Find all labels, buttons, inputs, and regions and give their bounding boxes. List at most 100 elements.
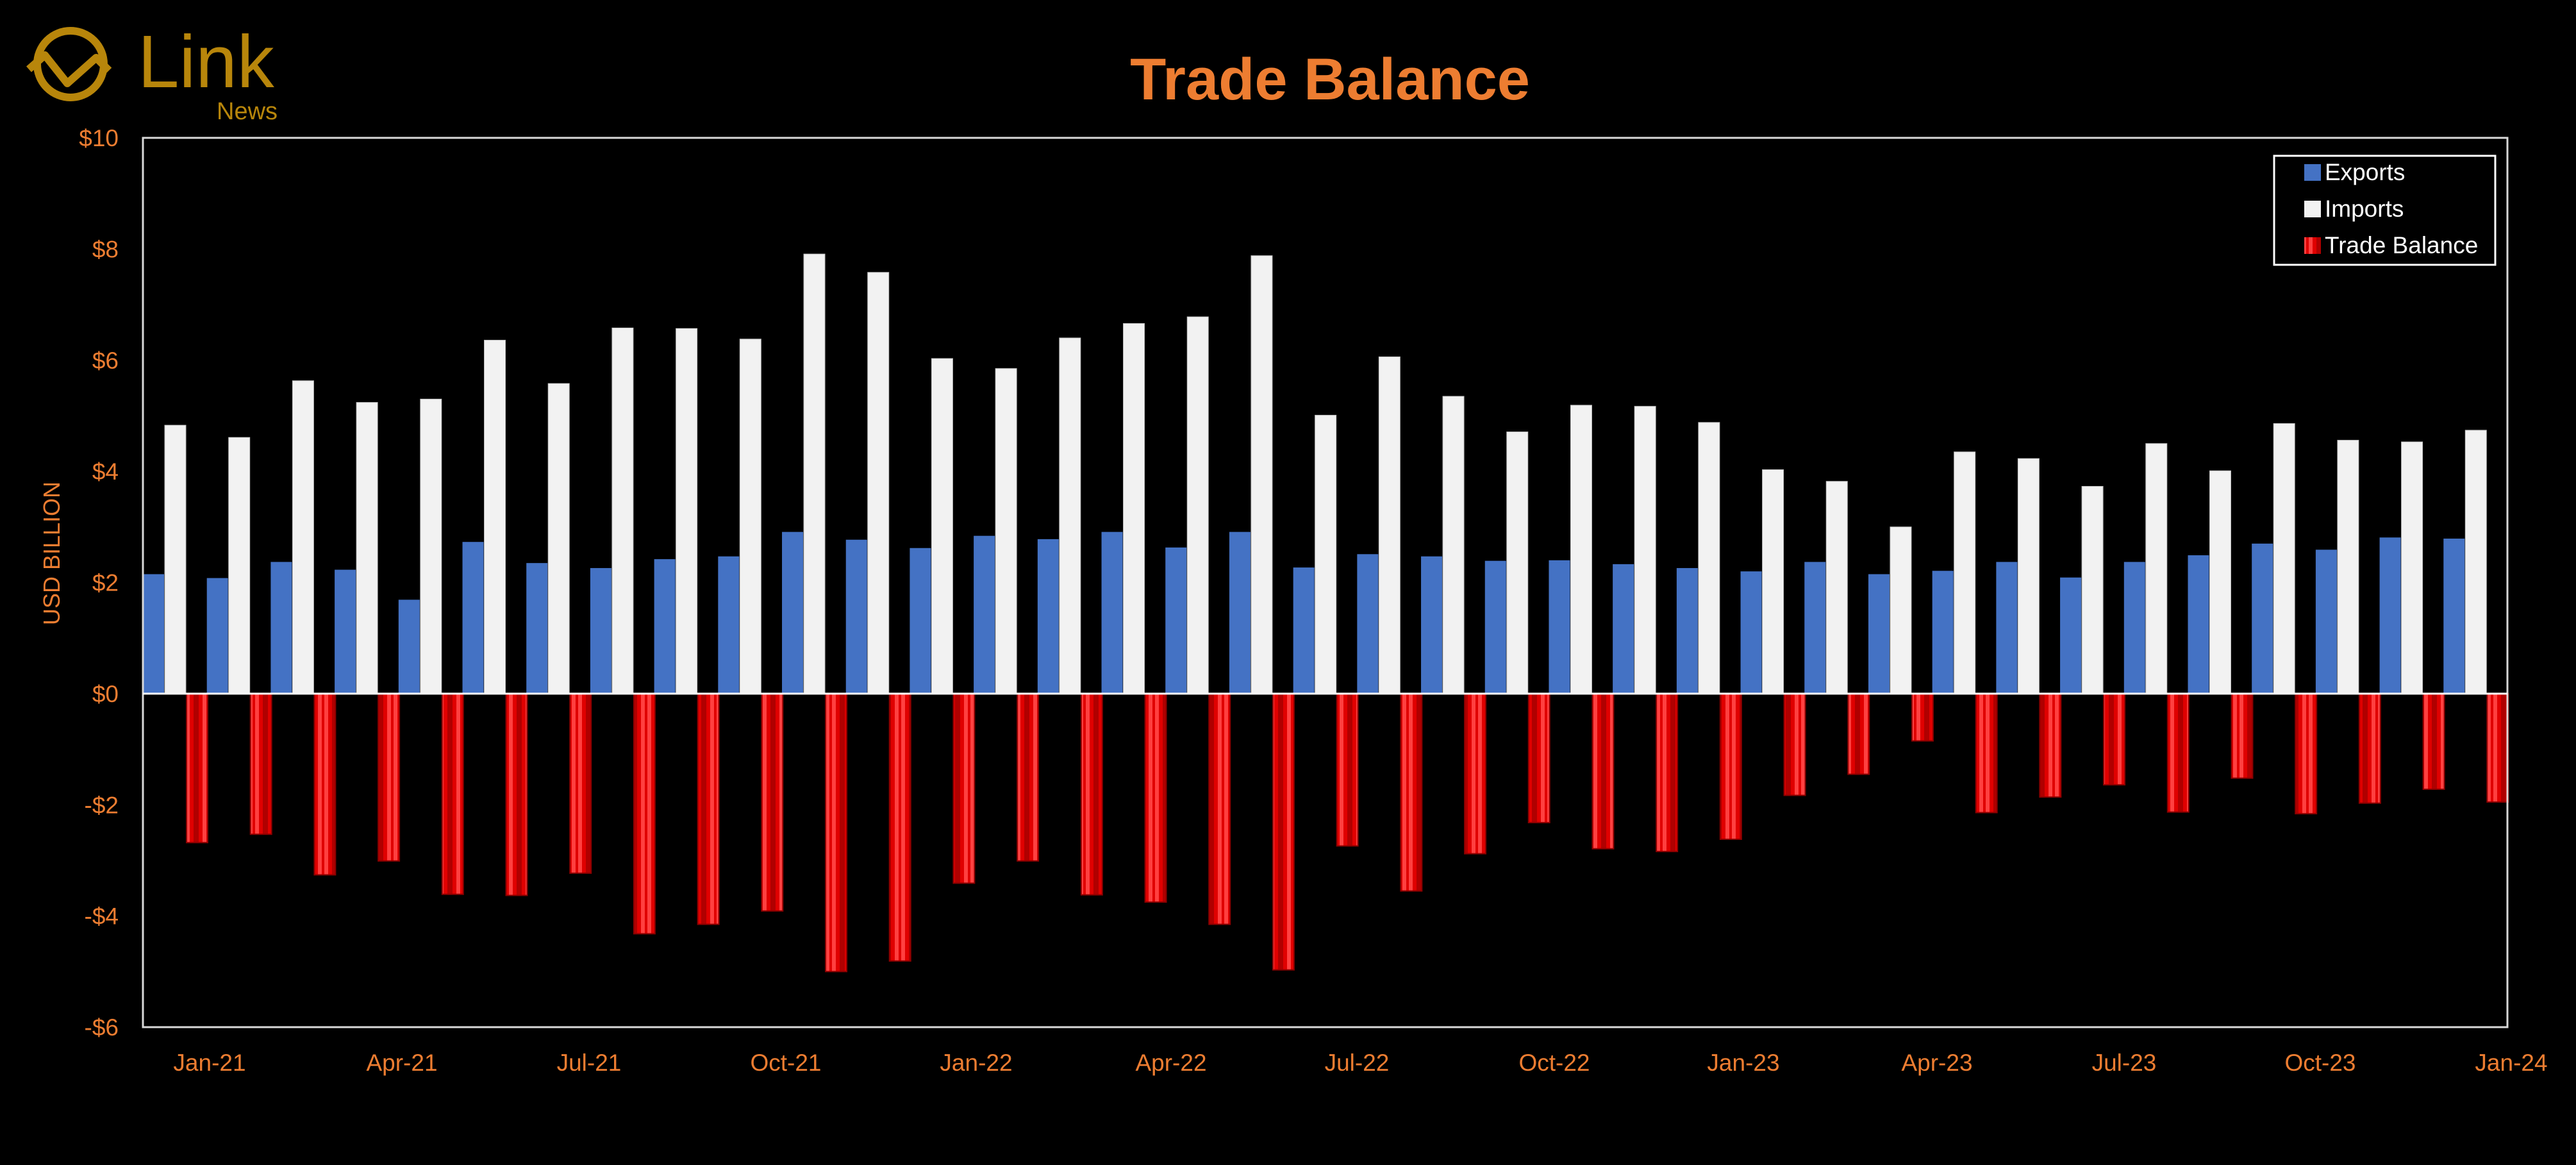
x-tick-label: Apr-23	[1901, 1050, 1972, 1076]
trade-balance-bar	[186, 692, 208, 844]
imports-bar	[1251, 255, 1273, 694]
trade-balance-bar	[2295, 692, 2318, 815]
exports-bar	[1868, 574, 1890, 694]
trade-balance-bar	[2231, 692, 2254, 779]
x-tick-label: Jan-21	[173, 1050, 245, 1076]
trade-balance-bar	[1464, 692, 1487, 855]
imports-bar	[2209, 470, 2231, 694]
exports-bar	[1484, 560, 1506, 694]
exports-bar	[526, 563, 548, 694]
exports-bar	[1165, 547, 1187, 694]
plot-area-frame	[142, 137, 2509, 1028]
trade-balance-bar	[1591, 692, 1615, 850]
y-tick-label: -$2	[85, 792, 119, 818]
y-tick-label: $6	[92, 348, 119, 374]
imports-bar	[1442, 396, 1465, 694]
legend-label-imports: Imports	[2325, 196, 2404, 222]
exports-bar	[335, 569, 356, 694]
logo-sub-text: News	[217, 98, 278, 125]
y-tick-label: $0	[92, 681, 119, 707]
x-tick-label: Jan-23	[1707, 1050, 1779, 1076]
x-tick-label: Jan-22	[940, 1050, 1012, 1076]
legend-swatch-exports	[2304, 164, 2321, 181]
imports-bar	[420, 398, 442, 694]
imports-bar	[2337, 440, 2359, 694]
trade-balance-bar	[1144, 692, 1167, 903]
y-tick-label: -$6	[85, 1014, 119, 1041]
exports-bar	[1740, 571, 1762, 694]
linknews-logo: Link News	[26, 20, 278, 125]
imports-bar	[2273, 423, 2295, 694]
imports-bar	[676, 328, 698, 694]
trade-balance-bar	[2486, 692, 2509, 803]
imports-bar	[2081, 486, 2104, 694]
exports-bar	[206, 578, 228, 694]
exports-bar	[1932, 571, 1954, 694]
trade-balance-bar	[2166, 692, 2190, 813]
trade-balance-bar	[1783, 692, 1806, 796]
trade-balance-bar	[249, 692, 272, 835]
trade-balance-bar	[2039, 692, 2062, 798]
trade-balance-bar	[888, 692, 911, 962]
imports-bar	[995, 368, 1017, 694]
exports-bar	[462, 542, 484, 694]
exports-bar	[1613, 564, 1634, 694]
imports-bar	[1123, 323, 1145, 694]
x-tick-label: Jul-21	[557, 1050, 622, 1076]
trade-balance-bar	[1975, 692, 1998, 814]
imports-bar	[484, 340, 506, 694]
trade-balance-bar	[505, 692, 528, 896]
legend-swatch-imports	[2304, 201, 2321, 217]
imports-bar	[356, 402, 378, 694]
exports-bar	[2443, 539, 2465, 694]
imports-bar	[2017, 458, 2040, 694]
logo-brand-text: Link	[138, 20, 275, 103]
x-tick-label: Oct-23	[2284, 1050, 2356, 1076]
exports-bar	[845, 539, 867, 694]
trade-balance-bar	[569, 692, 592, 874]
exports-bar	[1229, 532, 1251, 694]
y-axis-title: USD BILLION	[38, 482, 65, 625]
trade-balance-bar	[441, 692, 464, 895]
x-tick-label: Jan-24	[2475, 1050, 2547, 1076]
exports-bar	[590, 567, 611, 694]
exports-bar	[782, 532, 804, 694]
trade-balance-bar	[1656, 692, 1679, 853]
imports-bar	[2464, 430, 2487, 694]
exports-bar	[2188, 555, 2209, 694]
imports-bar	[1954, 451, 1976, 694]
trade-balance-bar	[2103, 692, 2126, 786]
trade-balance-bar	[1336, 692, 1359, 847]
exports-bar	[2252, 543, 2273, 694]
imports-bar	[2145, 443, 2168, 694]
exports-bar	[1549, 560, 1570, 694]
exports-bar	[1293, 567, 1315, 694]
trade-balance-bar	[1017, 692, 1040, 862]
imports-bar	[547, 383, 570, 694]
exports-bar	[2123, 562, 2145, 694]
trade-balance-bar	[1400, 692, 1423, 892]
y-tick-label: $10	[79, 125, 119, 151]
imports-bar	[164, 424, 187, 694]
imports-bar	[1506, 432, 1529, 694]
imports-bar	[1315, 415, 1337, 694]
trade-balance-bar	[1272, 692, 1295, 971]
trade-balance-bar	[952, 692, 976, 884]
exports-bar	[1357, 554, 1379, 694]
exports-bar	[1037, 539, 1059, 694]
trade-balance-bar	[1719, 692, 1742, 840]
imports-bar	[739, 339, 761, 694]
exports-bar	[1676, 567, 1698, 694]
x-tick-label: Apr-22	[1135, 1050, 1206, 1076]
exports-bar	[398, 599, 420, 694]
exports-bar	[1101, 532, 1123, 694]
imports-bar	[1890, 526, 1912, 694]
imports-bar	[1059, 337, 1081, 694]
exports-bar	[1421, 556, 1443, 694]
exports-bar	[2315, 549, 2337, 694]
x-tick-label: Jul-23	[2092, 1050, 2157, 1076]
trade-balance-bar	[2422, 692, 2445, 790]
exports-bar	[718, 556, 740, 694]
exports-bar	[2379, 537, 2401, 694]
